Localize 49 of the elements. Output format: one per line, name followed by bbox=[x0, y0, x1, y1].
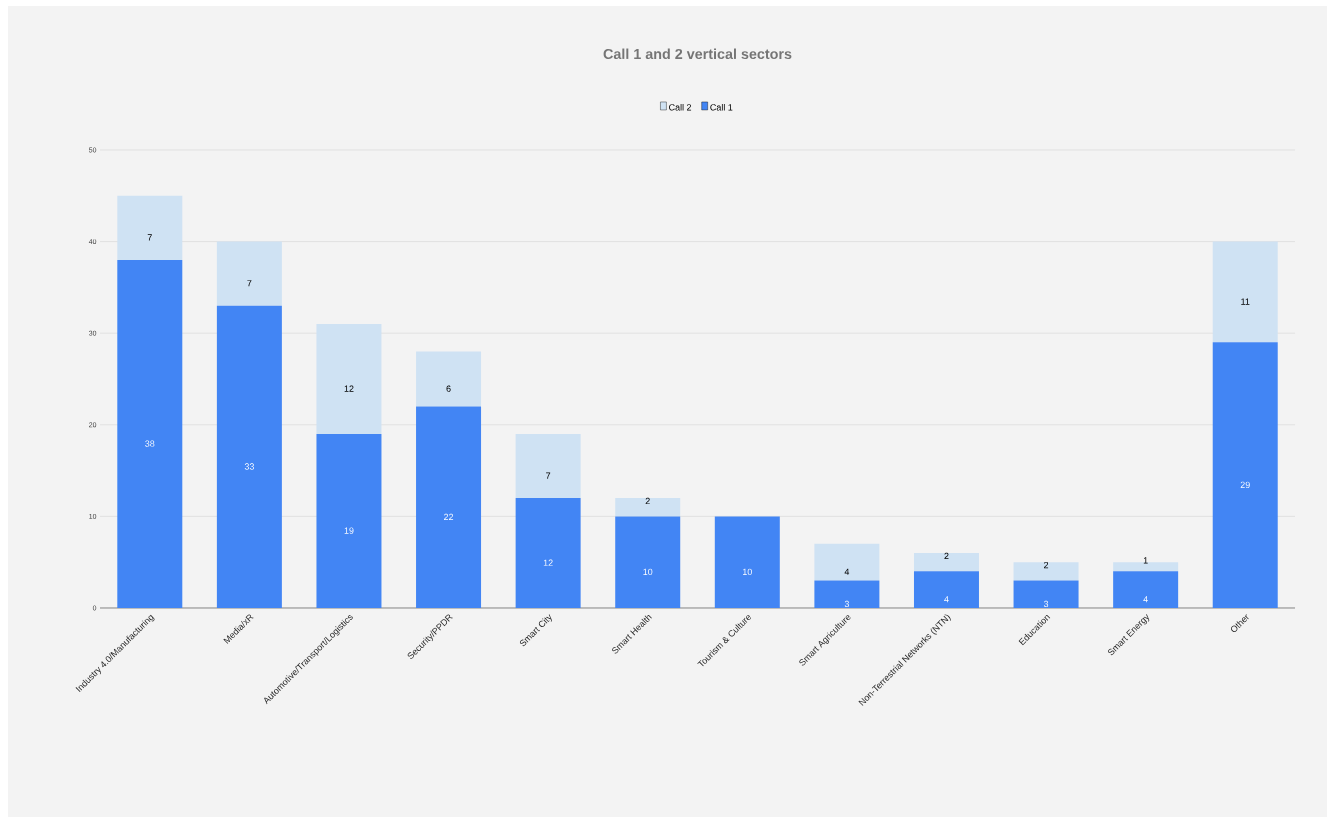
bar bbox=[1113, 562, 1179, 572]
bar bbox=[615, 498, 681, 517]
data-label: 29 bbox=[1240, 481, 1250, 489]
bar bbox=[1013, 562, 1079, 581]
data-label: 3 bbox=[1043, 600, 1049, 608]
data-label: 6 bbox=[446, 385, 451, 392]
data-label: 12 bbox=[543, 559, 553, 566]
bar bbox=[316, 433, 382, 608]
data-label: 4 bbox=[844, 568, 850, 575]
data-label: 7 bbox=[247, 280, 252, 287]
data-label: 3 bbox=[844, 600, 849, 608]
bar bbox=[913, 553, 979, 572]
bar bbox=[117, 195, 183, 260]
chart-title: Call 1 and 2 vertical sectors bbox=[603, 48, 792, 60]
data-label: 11 bbox=[1241, 298, 1250, 305]
bar bbox=[515, 433, 581, 499]
bar bbox=[1013, 580, 1079, 608]
data-label: 2 bbox=[1044, 561, 1049, 569]
legend-label: Call 2 bbox=[669, 103, 692, 111]
bar bbox=[1212, 342, 1278, 608]
bar bbox=[814, 580, 880, 608]
data-label: 2 bbox=[944, 552, 949, 560]
bar bbox=[1212, 241, 1278, 343]
bar bbox=[416, 351, 482, 407]
legend-label: Call 1 bbox=[710, 103, 733, 111]
bar bbox=[216, 305, 282, 608]
data-label: 1 bbox=[1143, 557, 1148, 564]
data-label: 7 bbox=[147, 234, 152, 241]
bar bbox=[316, 324, 382, 434]
bar bbox=[1113, 571, 1179, 608]
bar bbox=[615, 516, 681, 608]
bar bbox=[714, 516, 780, 608]
data-label: 10 bbox=[643, 568, 653, 576]
data-label: 4 bbox=[944, 596, 949, 603]
bar bbox=[913, 571, 979, 608]
data-label: 19 bbox=[344, 527, 354, 534]
data-label: 38 bbox=[145, 440, 155, 447]
data-label: 2 bbox=[645, 497, 650, 505]
data-label: 33 bbox=[244, 463, 254, 470]
data-label: 10 bbox=[743, 568, 752, 576]
bar bbox=[216, 241, 282, 306]
data-label: 4 bbox=[1143, 596, 1148, 603]
bar bbox=[515, 498, 581, 608]
data-label: 12 bbox=[344, 385, 354, 392]
bar bbox=[416, 406, 482, 608]
data-label: 22 bbox=[444, 513, 454, 520]
bar bbox=[814, 543, 880, 581]
data-label: 7 bbox=[546, 472, 551, 479]
bar bbox=[117, 259, 183, 608]
